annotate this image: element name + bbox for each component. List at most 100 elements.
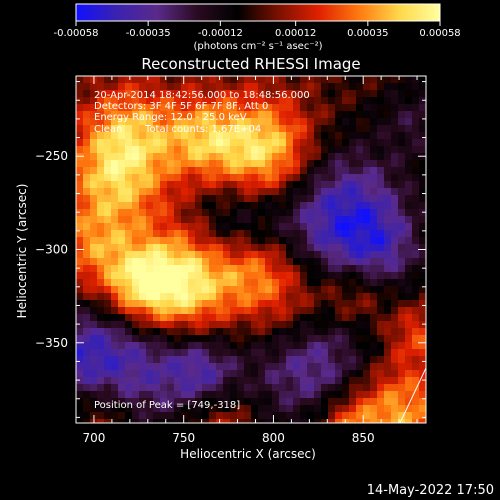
heatmap-cell: [307, 405, 315, 413]
heatmap-cell: [76, 405, 84, 413]
heatmap-cell: [321, 230, 329, 238]
heatmap-cell: [132, 125, 140, 133]
heatmap-cell: [146, 209, 154, 217]
heatmap-cell: [97, 244, 105, 252]
heatmap-cell: [307, 181, 315, 189]
heatmap-cell: [90, 356, 98, 364]
heatmap-cell: [412, 279, 420, 287]
heatmap-cell: [398, 279, 406, 287]
heatmap-cell: [419, 349, 426, 357]
heatmap-cell: [83, 391, 91, 399]
heatmap-cell: [132, 328, 140, 336]
heatmap-cell: [265, 118, 273, 126]
heatmap-cell: [132, 202, 140, 210]
heatmap-cell: [307, 419, 315, 423]
heatmap-cell: [356, 167, 364, 175]
heatmap-cell: [384, 419, 392, 423]
heatmap-cell: [223, 90, 231, 98]
heatmap-cell: [90, 384, 98, 392]
heatmap-cell: [293, 132, 301, 140]
heatmap-cell: [321, 251, 329, 259]
heatmap-cell: [398, 237, 406, 245]
heatmap-cell: [97, 111, 105, 119]
heatmap-cell: [111, 188, 119, 196]
heatmap-cell: [307, 104, 315, 112]
heatmap-cell: [377, 181, 385, 189]
heatmap-cell: [279, 97, 287, 105]
heatmap-cell: [160, 300, 168, 308]
heatmap-cell: [153, 195, 161, 203]
heatmap-cell: [202, 104, 210, 112]
heatmap-cell: [384, 412, 392, 420]
colorbar-ticks: -0.00058 -0.00035 -0.00012 0.00012 0.00035 0.…: [54, 21, 461, 39]
heatmap-cell: [167, 321, 175, 329]
heatmap-cell: [83, 97, 91, 105]
heatmap-cell: [328, 405, 336, 413]
heatmap-cell: [244, 153, 252, 161]
heatmap-cell: [314, 244, 322, 252]
heatmap-cell: [398, 384, 406, 392]
heatmap-cell: [216, 139, 224, 147]
heatmap-cell: [237, 391, 245, 399]
heatmap-cell: [293, 272, 301, 280]
heatmap-cell: [181, 412, 189, 420]
heatmap-cell: [300, 314, 308, 322]
heatmap-cell: [97, 83, 105, 91]
heatmap-cell: [216, 97, 224, 105]
heatmap-cell: [146, 258, 154, 266]
heatmap-cell: [391, 223, 399, 231]
heatmap-cell: [412, 111, 420, 119]
heatmap-cell: [335, 195, 343, 203]
heatmap-cell: [160, 349, 168, 357]
heatmap-cell: [251, 111, 259, 119]
heatmap-cell: [90, 125, 98, 133]
heatmap-cell: [237, 293, 245, 301]
heatmap-cell: [195, 384, 203, 392]
heatmap-cell: [188, 356, 196, 364]
heatmap-cell: [97, 97, 105, 105]
heatmap-cell: [76, 160, 84, 168]
heatmap-cell: [202, 349, 210, 357]
heatmap-cell: [370, 188, 378, 196]
heatmap-cell: [111, 160, 119, 168]
heatmap-cell: [223, 167, 231, 175]
heatmap-cell: [90, 97, 98, 105]
heatmap-cell: [251, 83, 259, 91]
heatmap-cell: [209, 258, 217, 266]
heatmap-cell: [265, 314, 273, 322]
heatmap-cell: [104, 223, 112, 231]
heatmap-cell: [132, 377, 140, 385]
heatmap-cell: [153, 230, 161, 238]
heatmap-cell: [223, 181, 231, 189]
heatmap-cell: [279, 160, 287, 168]
heatmap-cell: [251, 279, 259, 287]
heatmap-cell: [293, 97, 301, 105]
heatmap-cell: [356, 258, 364, 266]
heatmap-cell: [160, 181, 168, 189]
heatmap-cell: [398, 146, 406, 154]
heatmap-cell: [384, 286, 392, 294]
heatmap-cell: [314, 153, 322, 161]
heatmap-cell: [181, 188, 189, 196]
heatmap-cell: [209, 412, 217, 420]
heatmap-cell: [111, 384, 119, 392]
heatmap-cell: [363, 153, 371, 161]
heatmap-cell: [363, 412, 371, 420]
heatmap-cell: [419, 202, 426, 210]
heatmap-cell: [328, 258, 336, 266]
heatmap-cell: [370, 223, 378, 231]
heatmap-cell: [419, 111, 426, 119]
heatmap-cell: [286, 279, 294, 287]
heatmap-cell: [272, 363, 280, 371]
heatmap-cell: [188, 391, 196, 399]
heatmap-cell: [118, 132, 126, 140]
heatmap-cell: [160, 76, 168, 84]
heatmap-cell: [258, 251, 266, 259]
heatmap-cell: [174, 244, 182, 252]
heatmap-cell: [272, 97, 280, 105]
heatmap-cell: [279, 258, 287, 266]
heatmap-cell: [118, 293, 126, 301]
heatmap-cell: [139, 76, 147, 84]
heatmap-cell: [230, 356, 238, 364]
heatmap-cell: [111, 377, 119, 385]
